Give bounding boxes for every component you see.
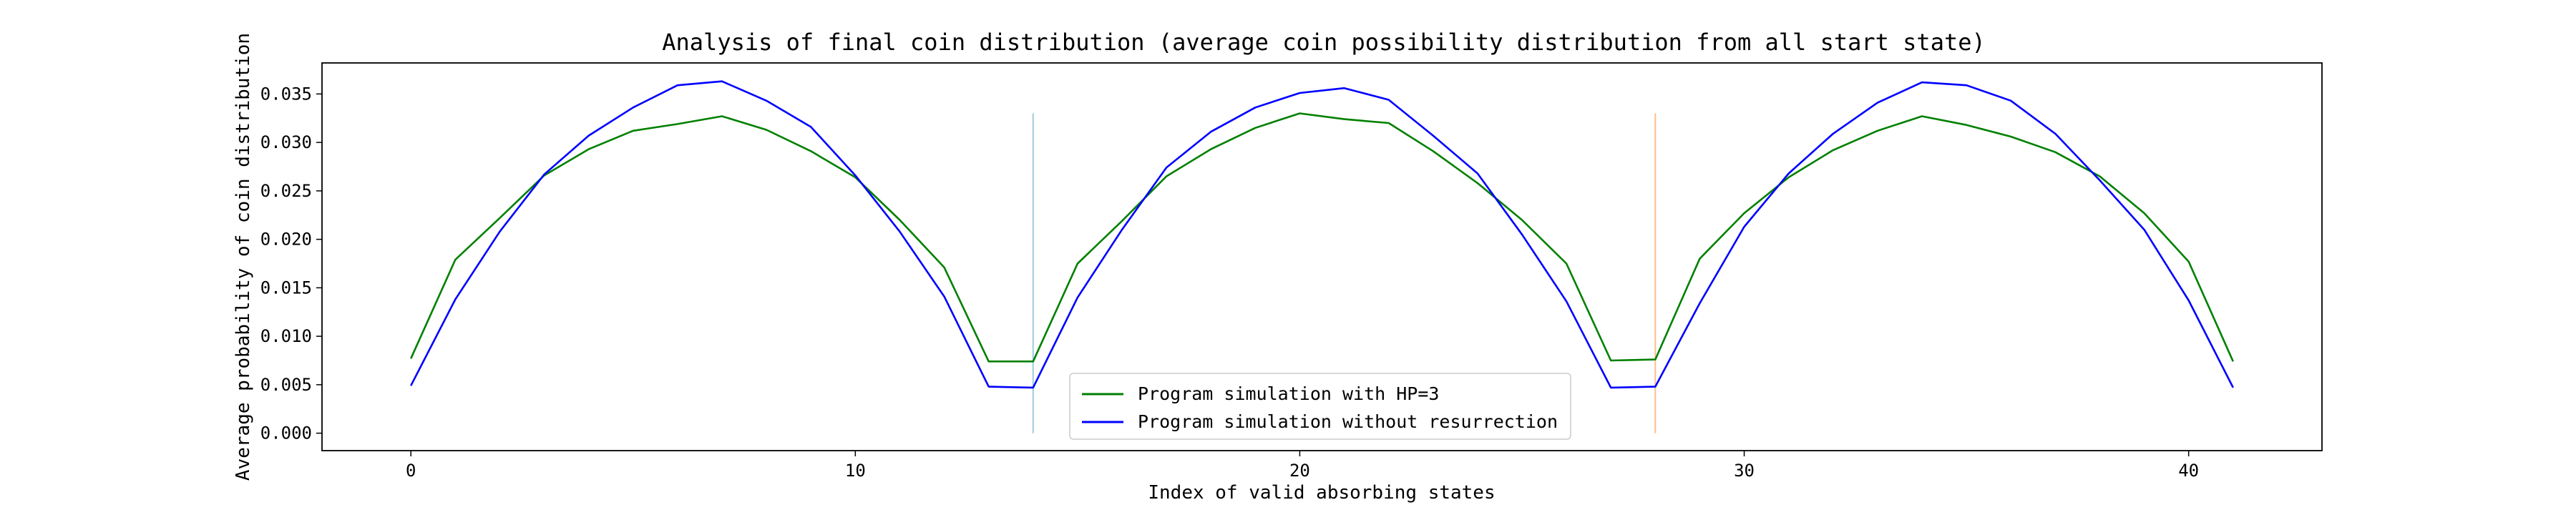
y-tick-label: 0.030 xyxy=(260,132,312,152)
y-tick-label: 0.005 xyxy=(260,375,312,395)
axis-ticks: 0 10 20 30 40 0.000 0.005 0.010 0.015 0.020 0.025 0… xyxy=(260,84,2199,481)
legend-label-no-resurrection: Program simulation without resurrection xyxy=(1138,411,1558,432)
legend-box xyxy=(1069,373,1571,440)
y-tick-label: 0.025 xyxy=(260,181,312,201)
series-line-0 xyxy=(410,112,2234,363)
y-tick-label: 0.000 xyxy=(260,423,312,443)
x-tick-label: 10 xyxy=(845,461,866,481)
y-tick-label: 0.015 xyxy=(260,278,312,298)
x-tick-label: 0 xyxy=(406,461,416,481)
chart-title: Analysis of final coin distribution (ave… xyxy=(662,29,1986,56)
x-axis-label: Index of valid absorbing states xyxy=(1148,482,1495,504)
y-tick-label: 0.020 xyxy=(260,230,312,250)
legend-label-hp3: Program simulation with HP=3 xyxy=(1138,383,1439,404)
plot-area xyxy=(410,80,2234,433)
x-tick-label: 30 xyxy=(1734,461,1755,481)
x-tick-label: 20 xyxy=(1289,461,1310,481)
series-line-1 xyxy=(410,80,2234,389)
y-axis-label: Average probability of coin distribution xyxy=(233,33,254,481)
legend: Program simulation with HP=3 Program sim… xyxy=(1069,373,1571,440)
x-tick-label: 40 xyxy=(2178,461,2199,481)
y-tick-label: 0.010 xyxy=(260,326,312,346)
y-tick-label: 0.035 xyxy=(260,84,312,104)
plot-frame xyxy=(321,62,2323,451)
